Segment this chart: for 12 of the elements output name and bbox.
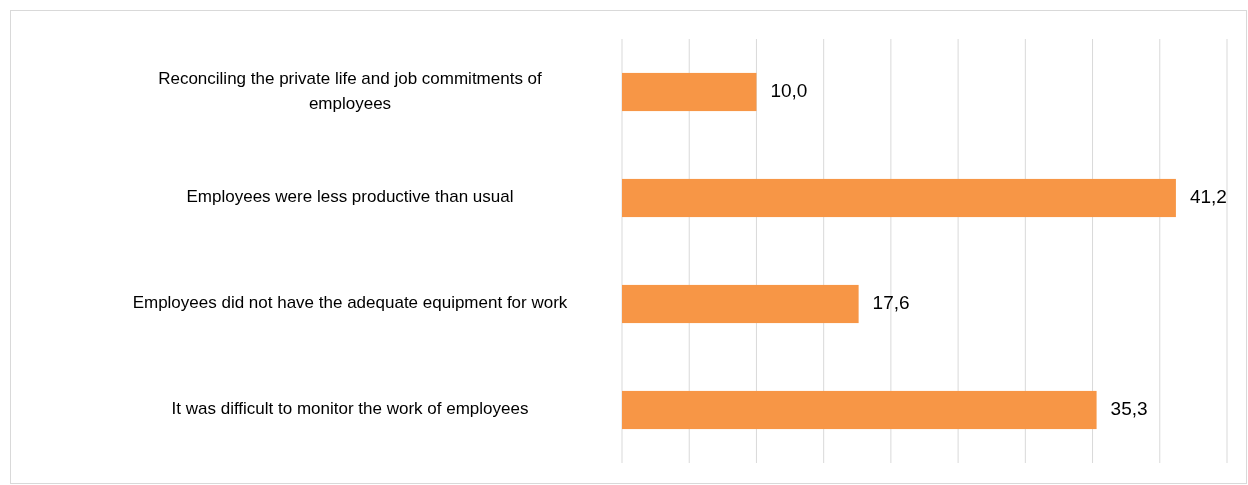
y-tick-label: Employees did not have the adequate equipment for work bbox=[132, 293, 568, 313]
y-tick-label: Employees were less productive than usual bbox=[186, 187, 514, 207]
bar bbox=[622, 72, 757, 112]
data-label: 17,6 bbox=[872, 292, 910, 314]
data-label: 35,3 bbox=[1110, 398, 1148, 420]
bar bbox=[622, 178, 1176, 218]
data-label: 10,0 bbox=[770, 80, 808, 102]
bar bbox=[622, 284, 859, 324]
data-label: 41,2 bbox=[1189, 186, 1227, 208]
y-tick-label: Reconciling the private life and job commitments of employees bbox=[158, 68, 543, 113]
bar bbox=[622, 390, 1097, 430]
y-tick-label: It was difficult to monitor the work of employees bbox=[171, 399, 529, 419]
